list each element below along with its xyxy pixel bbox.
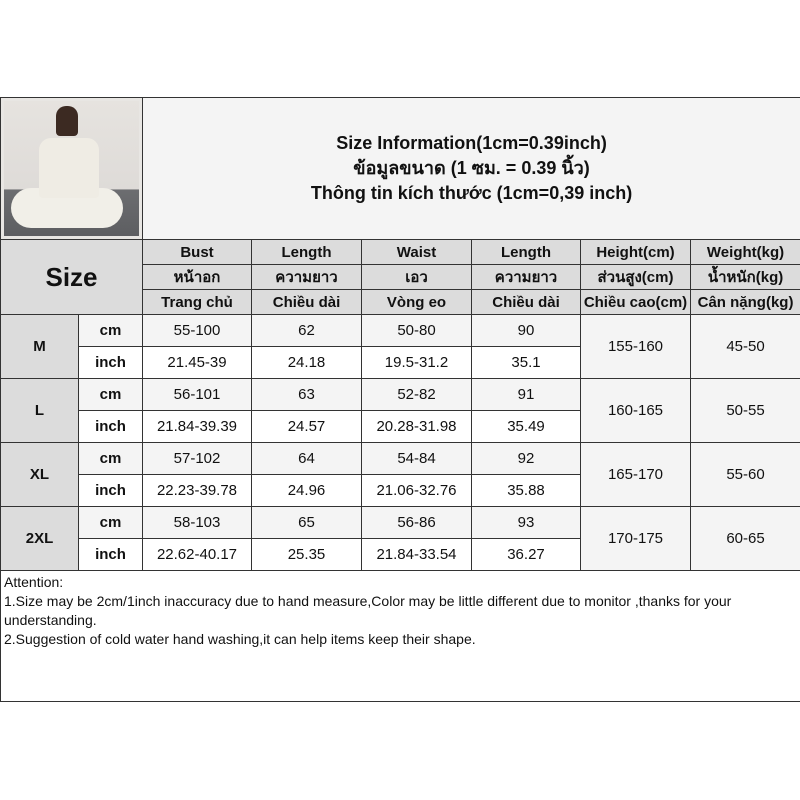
column-header: Chiều dài: [471, 289, 581, 315]
chart-title: Size Information(1cm=0.39inch) ข้อมูลขนา…: [141, 97, 800, 240]
measurement-cell: 35.88: [471, 474, 581, 507]
column-header: Trang chủ: [142, 289, 252, 315]
measurement-cell: 25.35: [251, 538, 362, 571]
height-cell: 155-160: [580, 314, 691, 379]
measurement-cell: 35.1: [471, 346, 581, 379]
column-header: Chiều cao(cm): [580, 289, 691, 315]
table-row: XL cm 57-102 64 54-84 92 165-170 55-60: [0, 442, 800, 507]
measurement-cell: 52-82: [361, 378, 472, 411]
column-header: Cân nặng(kg): [689, 289, 800, 315]
column-header: Length: [251, 239, 362, 265]
size-label: XL: [0, 442, 79, 507]
measurement-cell: 21.84-33.54: [361, 538, 472, 571]
measurement-cell: 22.62-40.17: [142, 538, 252, 571]
measurement-cell: 65: [251, 506, 362, 539]
unit-label: inch: [78, 410, 143, 443]
measurement-cell: 50-80: [361, 314, 472, 347]
measurement-cell: 21.06-32.76: [361, 474, 472, 507]
measurement-cell: 64: [251, 442, 362, 475]
measurement-cell: 35.49: [471, 410, 581, 443]
title-vietnamese: Thông tin kích thước (1cm=0,39 inch): [310, 183, 633, 203]
attention-note-2: 2.Suggestion of cold water hand washing,…: [4, 631, 476, 647]
column-header: Height(cm): [580, 239, 691, 265]
measurement-cell: 24.57: [251, 410, 362, 443]
measurement-cell: 91: [471, 378, 581, 411]
measurement-cell: 24.18: [251, 346, 362, 379]
measurement-cell: 24.96: [251, 474, 362, 507]
weight-cell: 50-55: [689, 378, 800, 443]
measurement-cell: 56-101: [142, 378, 252, 411]
table-row: 2XL cm 58-103 65 56-86 93 170-175 60-65: [0, 506, 800, 571]
measurement-cell: 92: [471, 442, 581, 475]
column-header: ส่วนสูง(cm): [580, 264, 691, 290]
column-header: Chiều dài: [251, 289, 362, 315]
height-cell: 165-170: [580, 442, 691, 507]
measurement-cell: 56-86: [361, 506, 472, 539]
measurement-cell: 22.23-39.78: [142, 474, 252, 507]
size-label: M: [0, 314, 79, 379]
column-header: หน้าอก: [142, 264, 252, 290]
size-header: Size: [0, 239, 143, 315]
column-header: Vòng eo: [361, 289, 472, 315]
attention-heading: Attention:: [4, 574, 64, 590]
height-cell: 160-165: [580, 378, 691, 443]
measurement-cell: 62: [251, 314, 362, 347]
unit-label: cm: [78, 442, 143, 475]
column-header: Bust: [142, 239, 252, 265]
size-chart-table: Size Information(1cm=0.39inch) ข้อมูลขนา…: [0, 97, 800, 702]
table-row: inch 22.62-40.17 25.35 21.84-33.54 36.27: [1, 538, 800, 571]
measurement-cell: 93: [471, 506, 581, 539]
unit-label: inch: [78, 538, 143, 571]
size-label: L: [0, 378, 79, 443]
attention-note-1: 1.Size may be 2cm/1inch inaccuracy due t…: [4, 593, 732, 628]
weight-cell: 45-50: [689, 314, 800, 379]
title-thai: ข้อมูลขนาด (1 ซม. = 0.39 นิ้ว): [353, 158, 590, 178]
column-header: Length: [471, 239, 581, 265]
column-header: ความยาว: [251, 264, 362, 290]
column-header: Waist: [361, 239, 472, 265]
measurement-cell: 55-100: [142, 314, 252, 347]
table-row: inch 21.84-39.39 24.57 20.28-31.98 35.49: [1, 410, 800, 443]
measurement-cell: 57-102: [142, 442, 252, 475]
measurement-cell: 58-103: [142, 506, 252, 539]
measurement-cell: 20.28-31.98: [361, 410, 472, 443]
height-cell: 170-175: [580, 506, 691, 571]
attention-notes: Attention: 1.Size may be 2cm/1inch inacc…: [0, 570, 800, 702]
weight-cell: 60-65: [689, 506, 800, 571]
unit-label: cm: [78, 506, 143, 539]
measurement-cell: 63: [251, 378, 362, 411]
size-label: 2XL: [0, 506, 79, 571]
table-row: inch 21.45-39 24.18 19.5-31.2 35.1: [1, 346, 800, 379]
product-photo: [0, 97, 143, 240]
column-header: เอว: [361, 264, 472, 290]
measurement-cell: 21.84-39.39: [142, 410, 252, 443]
unit-label: cm: [78, 378, 143, 411]
column-header: Weight(kg): [689, 239, 800, 265]
measurement-cell: 54-84: [361, 442, 472, 475]
title-english: Size Information(1cm=0.39inch): [336, 133, 607, 153]
measurement-cell: 36.27: [471, 538, 581, 571]
column-header: น้ำหนัก(kg): [689, 264, 800, 290]
column-header: ความยาว: [471, 264, 581, 290]
table-row: inch 22.23-39.78 24.96 21.06-32.76 35.88: [1, 474, 800, 507]
measurement-cell: 19.5-31.2: [361, 346, 472, 379]
unit-label: inch: [78, 346, 143, 379]
unit-label: cm: [78, 314, 143, 347]
unit-label: inch: [78, 474, 143, 507]
measurement-cell: 90: [471, 314, 581, 347]
measurement-cell: 21.45-39: [142, 346, 252, 379]
weight-cell: 55-60: [689, 442, 800, 507]
